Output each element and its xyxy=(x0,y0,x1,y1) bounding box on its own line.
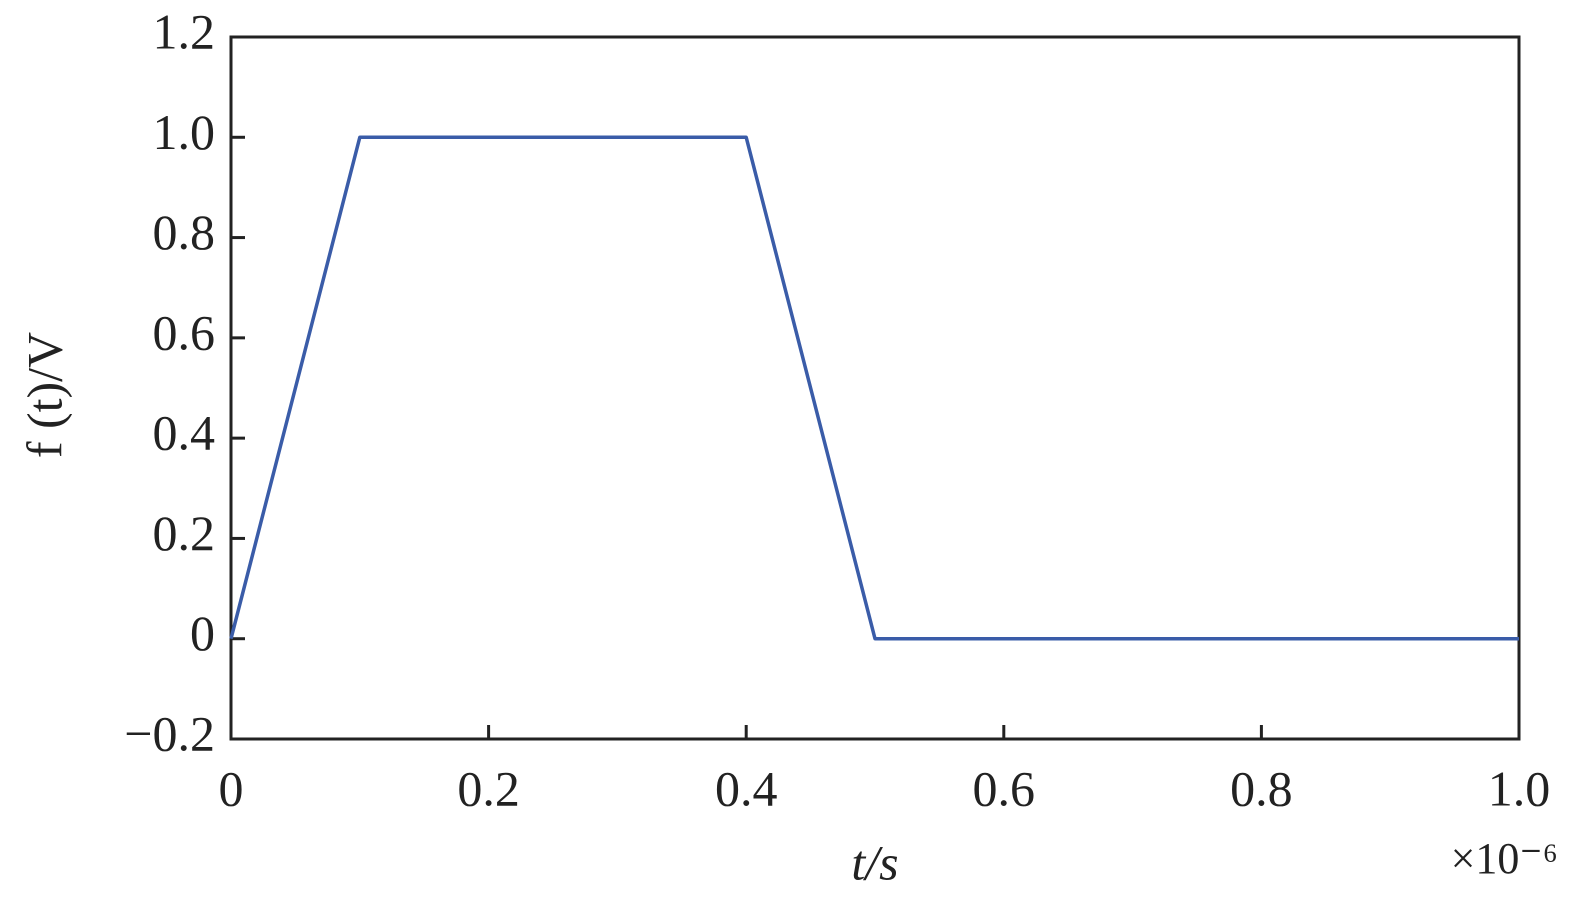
y-axis-label: f (t)/V xyxy=(16,332,72,458)
plot-frame xyxy=(229,35,1521,741)
y-tick-label: 0.8 xyxy=(153,204,216,260)
y-tick-label: 0.2 xyxy=(153,505,216,561)
x-tick-label: 0.8 xyxy=(1230,760,1293,816)
data-line xyxy=(229,135,1519,641)
x-axis-label: t/s xyxy=(851,834,898,890)
x-tick-label: 0.4 xyxy=(715,760,778,816)
x-tick-label: 1.0 xyxy=(1488,760,1551,816)
x-tick-label: 0.6 xyxy=(973,760,1036,816)
y-tick-label: 0.4 xyxy=(153,405,216,461)
x-tick-label: 0 xyxy=(219,760,244,816)
y-tick-label: −0.2 xyxy=(124,705,215,761)
y-tick-label: 0 xyxy=(190,605,215,661)
y-tick-label: 1.0 xyxy=(153,104,216,160)
y-tick-label: 1.2 xyxy=(153,3,216,59)
x-multiplier: ×10⁻⁶ xyxy=(1451,834,1558,883)
y-tick-label: 0.6 xyxy=(153,304,216,360)
x-tick-label: 0.2 xyxy=(457,760,520,816)
